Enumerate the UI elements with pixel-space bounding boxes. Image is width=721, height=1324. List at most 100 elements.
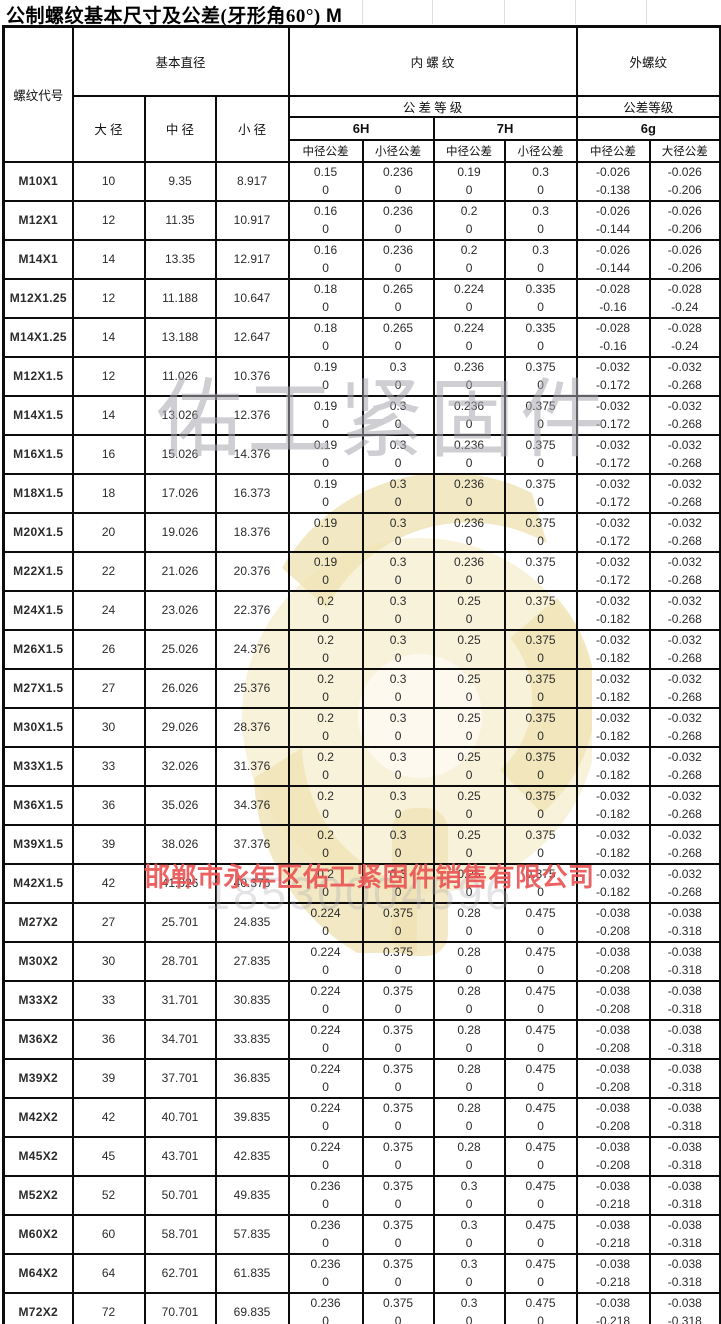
header-internal-thread: 内 螺 纹 — [287, 25, 578, 97]
tolerance-value: 0 — [394, 729, 402, 743]
tolerance-value: -0.038 — [596, 944, 631, 959]
thread-code-cell: M39X2 — [2, 1057, 74, 1099]
thread-code-cell: M16X1.5 — [2, 433, 74, 475]
tolerance-value: -0.268 — [667, 573, 702, 587]
tolerance-value: 0.375 — [383, 1295, 414, 1310]
tolerance-value: -0.268 — [667, 885, 702, 899]
tolerance-value: -0.028 — [596, 320, 631, 335]
tolerance-value: -0.172 — [596, 456, 631, 470]
pitch-diameter-cell: 32.026 — [143, 745, 217, 787]
tolerance-value: 0.16 — [313, 203, 338, 218]
tolerance-value: -0.026 — [667, 164, 702, 179]
tolerance-value: 0 — [322, 846, 329, 860]
tolerance-cell: -0.038 -0.318 — [648, 1213, 721, 1255]
title-strip: 公制螺纹基本尺寸及公差(牙形角60°) M — [0, 0, 721, 27]
tolerance-value: -0.026 — [667, 203, 702, 218]
minor-diameter-cell: 42.835 — [214, 1135, 290, 1177]
tolerance-cell: 0.3 0 — [361, 355, 435, 397]
tolerance-value: 0 — [394, 651, 402, 665]
table-row: M27X1.5 27 26.026 25.376 0.2 0 0.3 0 0.25 0 0.375 0… — [2, 667, 721, 709]
tolerance-value: 0 — [465, 924, 473, 938]
tolerance-value: 0 — [465, 1080, 473, 1094]
tolerance-cell: 0.16 0 — [287, 238, 364, 280]
tolerance-value: 0 — [537, 495, 544, 509]
pitch-diameter-cell: 50.701 — [143, 1174, 217, 1216]
tolerance-value: -0.038 — [667, 1178, 702, 1193]
header-external-thread: 外螺纹 — [575, 25, 721, 97]
tolerance-cell: 0.3 0 — [361, 667, 435, 709]
tolerance-value: 0.375 — [525, 515, 556, 530]
tolerance-value: -0.268 — [667, 729, 702, 743]
tolerance-value: -0.032 — [667, 710, 702, 725]
tolerance-value: 0.224 — [310, 944, 341, 959]
tolerance-value: 0.375 — [383, 1022, 414, 1037]
header-pitch-diameter: 中 径 — [143, 94, 217, 163]
tolerance-value: 0 — [537, 651, 544, 665]
tolerance-value: 0.475 — [525, 1256, 556, 1271]
tolerance-value: 0.3 — [389, 359, 407, 374]
tolerance-cell: 0.375 0 — [503, 706, 578, 748]
thread-code-cell: M45X2 — [2, 1135, 74, 1177]
tolerance-value: 0 — [537, 963, 544, 977]
tolerance-value: 0 — [465, 1041, 473, 1055]
tolerance-value: -0.038 — [596, 1256, 631, 1271]
tolerance-value: 0.335 — [525, 281, 556, 296]
table-row: M36X1.5 36 35.026 34.376 0.2 0 0.3 0 0.25 0 0.375 0… — [2, 784, 721, 826]
minor-diameter-cell: 37.376 — [214, 823, 290, 865]
tolerance-value: -0.268 — [667, 651, 702, 665]
tolerance-value: -0.182 — [596, 690, 631, 704]
tolerance-value: -0.318 — [667, 1275, 702, 1289]
tolerance-value: 0 — [465, 1158, 473, 1172]
tolerance-value: 0.375 — [525, 398, 556, 413]
tolerance-value: 0 — [394, 924, 402, 938]
minor-diameter-cell: 12.647 — [214, 316, 290, 358]
tolerance-cell: 0.25 0 — [432, 706, 506, 748]
tolerance-cell: 0.375 0 — [503, 745, 578, 787]
tolerance-cell: 0.19 0 — [287, 550, 364, 592]
header-pitch-tolerance-6h: 中径公差 — [287, 138, 364, 163]
tolerance-value: 0.475 — [525, 905, 556, 920]
tolerance-value: 0 — [465, 261, 473, 275]
tolerance-value: -0.026 — [596, 242, 631, 257]
tolerance-value: 0 — [322, 768, 329, 782]
tolerance-cell: 0.18 0 — [287, 277, 364, 319]
tolerance-value: 0.2 — [317, 671, 334, 686]
thread-code-cell: M30X2 — [2, 940, 74, 982]
minor-diameter-cell: 31.376 — [214, 745, 290, 787]
tolerance-value: 0.375 — [383, 1178, 414, 1193]
thread-code-cell: M10X1 — [2, 160, 74, 202]
tolerance-cell: 0.375 0 — [361, 1213, 435, 1255]
tolerance-value: 0 — [537, 729, 544, 743]
thread-code-cell: M20X1.5 — [2, 511, 74, 553]
pitch-diameter-cell: 34.701 — [143, 1018, 217, 1060]
pitch-diameter-cell: 28.701 — [143, 940, 217, 982]
tolerance-cell: -0.026 -0.206 — [648, 238, 721, 280]
tolerance-value: 0.224 — [454, 320, 485, 335]
tolerance-cell: 0.224 0 — [287, 940, 364, 982]
minor-diameter-cell: 28.376 — [214, 706, 290, 748]
tolerance-cell: -0.032 -0.268 — [648, 823, 721, 865]
thread-code-cell: M36X1.5 — [2, 784, 74, 826]
gridline — [504, 0, 505, 24]
tolerance-value: 0.236 — [383, 203, 414, 218]
tolerance-value: -0.032 — [667, 749, 702, 764]
major-diameter-cell: 22 — [71, 550, 146, 592]
thread-code-cell: M26X1.5 — [2, 628, 74, 670]
tolerance-cell: 0.19 0 — [287, 433, 364, 475]
tolerance-value: 0 — [465, 768, 473, 782]
tolerance-value: 0.224 — [310, 983, 341, 998]
tolerance-cell: -0.026 -0.138 — [575, 160, 651, 202]
tolerance-value: -0.032 — [596, 515, 631, 530]
tolerance-cell: -0.026 -0.144 — [575, 238, 651, 280]
tolerance-value: 0.3 — [460, 1178, 478, 1193]
tolerance-value: 0 — [537, 1314, 544, 1324]
tolerance-value: 0 — [465, 222, 473, 236]
major-diameter-cell: 14 — [71, 316, 146, 358]
tolerance-value: -0.172 — [596, 534, 631, 548]
major-diameter-cell: 60 — [71, 1213, 146, 1255]
tolerance-value: 0.475 — [525, 1178, 556, 1193]
tolerance-cell: 0.224 0 — [287, 1057, 364, 1099]
minor-diameter-cell: 39.835 — [214, 1096, 290, 1138]
major-diameter-cell: 27 — [71, 667, 146, 709]
tolerance-cell: 0.3 0 — [361, 628, 435, 670]
